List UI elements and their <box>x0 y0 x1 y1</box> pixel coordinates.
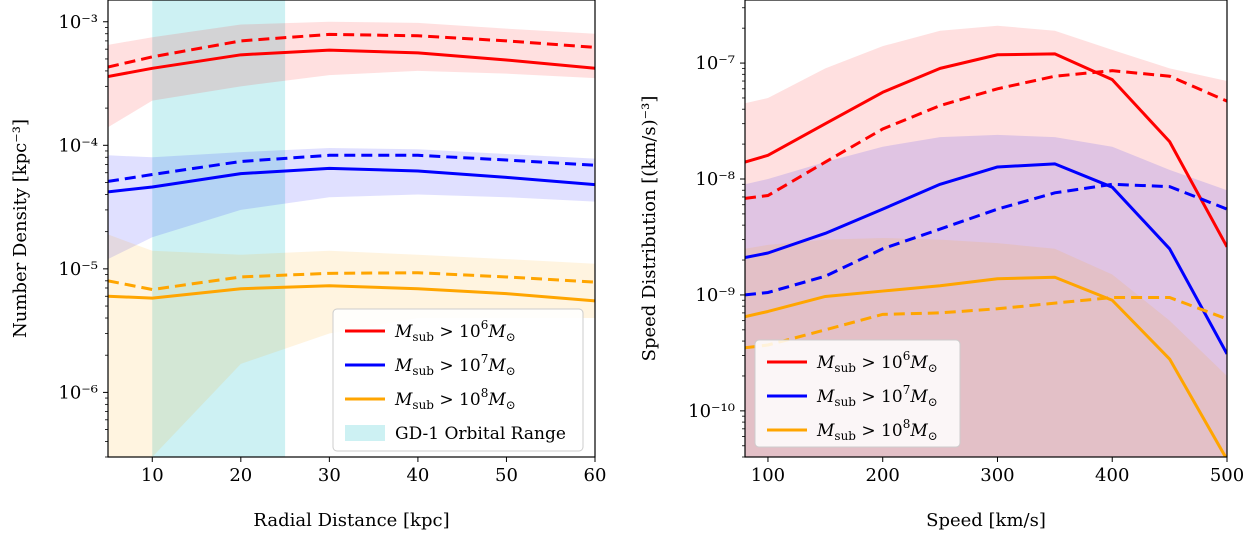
left-panel-number-density: 10 20 30 40 50 60 10⁻³ 10⁻⁴ 10⁻⁵ 10⁻⁶ Radial Dista… <box>10 0 606 531</box>
dashed-line-series-1 <box>108 153 595 183</box>
legend-label: Msub > 106M⊙ <box>816 349 938 375</box>
dashed-line-series-2 <box>745 296 1227 350</box>
plot-area <box>108 0 595 457</box>
x-axis-label: Radial Distance [kpc] <box>253 510 449 531</box>
axes-frame <box>107 0 596 458</box>
solid-line-series-2 <box>745 275 1227 457</box>
solid-line-series-0 <box>745 52 1227 248</box>
x-tick-label: 50 <box>495 465 518 486</box>
legend-box <box>332 308 584 452</box>
solid-line-series-1 <box>745 162 1227 355</box>
legend-label: Msub > 106M⊙ <box>394 318 516 344</box>
right-panel-speed-distribution: 100 200 300 400 500 10⁻⁷ 10⁻⁸ 10⁻⁹ 10⁻¹⁰ Speed [k… <box>639 0 1244 531</box>
x-tick-label: 200 <box>866 465 900 486</box>
y-axis-label: Number Density [kpc⁻³] <box>10 119 31 338</box>
y-tick-label: 10⁻¹⁰ <box>688 401 735 422</box>
x-tick-label: 500 <box>1210 465 1244 486</box>
x-tick-label: 100 <box>751 465 785 486</box>
x-tick-label: 20 <box>229 465 252 486</box>
x-tick-label: 30 <box>318 465 341 486</box>
x-tick-label: 40 <box>406 465 429 486</box>
solid-line-series-0 <box>108 48 595 79</box>
dashed-line-series-1 <box>745 182 1227 297</box>
legend-label-span: GD-1 Orbital Range <box>395 424 566 444</box>
x-axis-label: Speed [km/s] <box>926 510 1046 531</box>
x-tick-label: 60 <box>584 465 607 486</box>
x-tick-label: 10 <box>141 465 164 486</box>
y-tick-label: 10⁻⁴ <box>58 135 98 156</box>
solid-line-series-2 <box>108 284 595 303</box>
legend-label: Msub > 107M⊙ <box>816 383 938 409</box>
y-axis-label: Speed Distribution [(km/s)⁻³] <box>639 96 660 362</box>
legend: Msub > 106M⊙ Msub > 107M⊙ Msub > 108M⊙ GD-1… <box>332 308 584 452</box>
legend-label: Msub > 108M⊙ <box>816 417 938 443</box>
dashed-line-series-0 <box>745 69 1227 200</box>
legend-label: Msub > 107M⊙ <box>394 352 516 378</box>
band-series-0 <box>108 21 595 128</box>
orbital-range-span <box>152 0 286 457</box>
y-tick-label: 10⁻⁸ <box>695 169 735 190</box>
legend-label: Msub > 108M⊙ <box>394 386 516 412</box>
legend-swatch-span <box>345 425 385 441</box>
x-tick-label: 300 <box>980 465 1014 486</box>
dashed-line-series-0 <box>108 32 595 69</box>
solid-line-series-1 <box>108 166 595 194</box>
legend-box <box>754 339 961 448</box>
y-tick-label: 10⁻⁹ <box>695 285 735 306</box>
y-tick-label: 10⁻⁵ <box>58 259 98 280</box>
axes-frame <box>744 0 1228 458</box>
y-tick-label: 10⁻⁷ <box>695 53 735 74</box>
y-tick-label: 10⁻³ <box>58 12 98 33</box>
dashed-line-series-2 <box>108 271 595 292</box>
y-tick-label: 10⁻⁶ <box>58 382 98 403</box>
legend: Msub > 106M⊙ Msub > 107M⊙ Msub > 108M⊙ <box>754 339 961 448</box>
x-tick-label: 400 <box>1095 465 1129 486</box>
